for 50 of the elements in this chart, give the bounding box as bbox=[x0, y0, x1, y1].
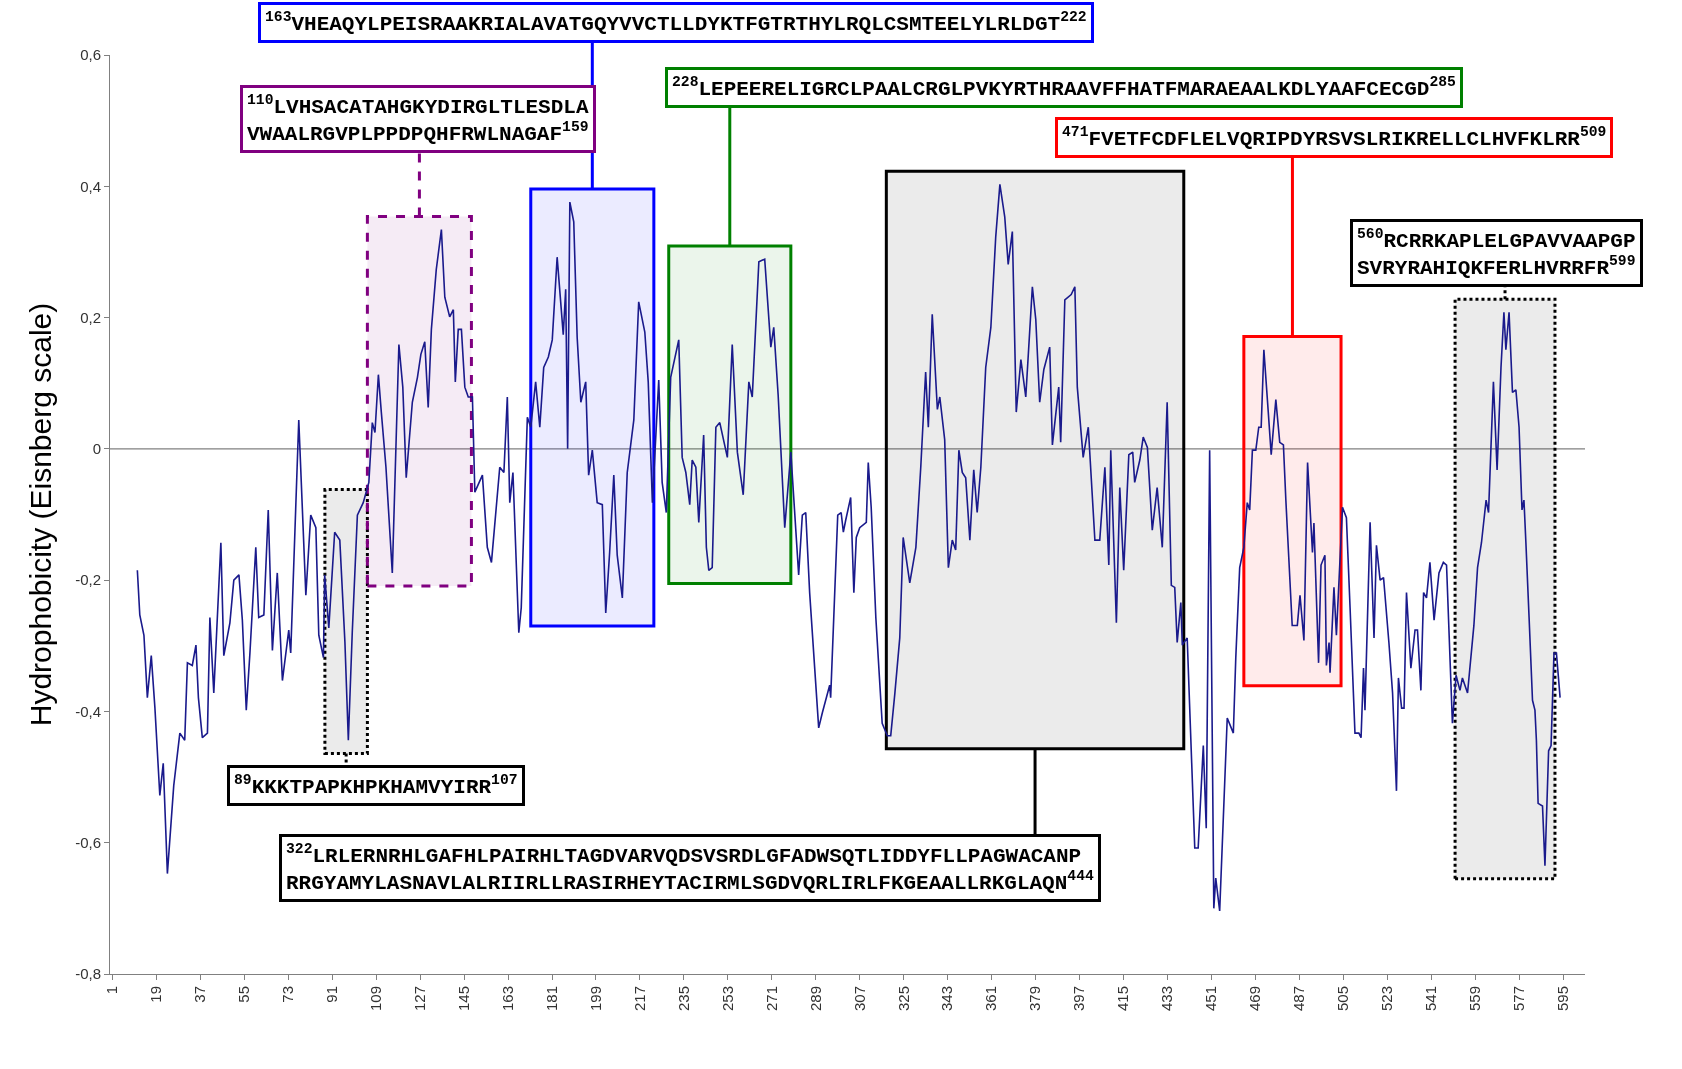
x-tick-label: 343 bbox=[938, 986, 956, 1012]
y-tick-label: -0,4 bbox=[75, 702, 101, 720]
x-tick-label: 271 bbox=[762, 986, 780, 1012]
x-tick-label: 19 bbox=[147, 986, 165, 1003]
y-tick-label: -0,8 bbox=[75, 965, 101, 983]
x-tick-label: 415 bbox=[1114, 986, 1132, 1012]
band-label: $^{110}$LVHSACATAHGKYDIRGLTLESDLA VWAALRGVPLPPDPQHFRWLNAGAF$^{159}$ bbox=[247, 92, 589, 147]
band-label: $^{163}$VHEAQYLPEISRAAKRIALAVATGQYVVCTLLDYKTFGTRTHYLRQLCSMTEELYLRLDGT$^{222}$ bbox=[265, 9, 1087, 36]
x-tick-label: 181 bbox=[542, 986, 560, 1012]
y-tick-label: 0,2 bbox=[80, 308, 101, 326]
x-tick-label: 487 bbox=[1290, 986, 1308, 1012]
x-tick-label: 109 bbox=[367, 986, 385, 1012]
x-tick-label: 145 bbox=[454, 986, 472, 1012]
x-tick-label: 505 bbox=[1334, 986, 1352, 1012]
y-tick-label: -0,6 bbox=[75, 833, 101, 851]
x-tick-label: 1 bbox=[103, 986, 121, 995]
x-tick-label: 307 bbox=[850, 986, 868, 1012]
y-tick-label: 0,6 bbox=[80, 46, 101, 64]
x-tick-label: 523 bbox=[1378, 986, 1396, 1012]
x-tick-label: 451 bbox=[1202, 986, 1220, 1012]
x-tick-label: 235 bbox=[674, 986, 692, 1012]
x-tick-label: 595 bbox=[1553, 986, 1571, 1012]
y-axis-title: Hydrophobicity (Eisnberg scale) bbox=[24, 302, 58, 727]
x-tick-label: 433 bbox=[1158, 986, 1176, 1012]
band-label: $^{560}$RCRRKAPLELGPAVVAAPGP SVRYRAHIQKFERLHVRRFR$^{599}$ bbox=[1357, 226, 1636, 281]
x-tick-label: 217 bbox=[630, 986, 648, 1012]
x-tick-label: 361 bbox=[982, 986, 1000, 1012]
x-tick-label: 559 bbox=[1465, 986, 1483, 1012]
x-tick-label: 127 bbox=[411, 986, 429, 1012]
band-label: $^{228}$LEPEERELIGRCLPAALCRGLPVKYRTHRAAVFFHATFMARAEAALKDLYAAFCECGD$^{285}$ bbox=[672, 74, 1456, 101]
y-tick-label: 0,4 bbox=[80, 177, 101, 195]
x-tick-label: 163 bbox=[498, 986, 516, 1012]
x-tick-label: 325 bbox=[894, 986, 912, 1012]
x-tick-label: 379 bbox=[1026, 986, 1044, 1012]
x-tick-label: 397 bbox=[1070, 986, 1088, 1012]
x-tick-label: 577 bbox=[1509, 986, 1527, 1012]
legend-label: $^{89}$KKKTPAPKHPKHAMVYIRR$^{107}$ bbox=[234, 772, 518, 799]
x-tick-label: 289 bbox=[806, 986, 824, 1012]
x-tick-label: 199 bbox=[586, 986, 604, 1012]
x-tick-label: 55 bbox=[235, 986, 253, 1003]
band-label: $^{471}$FVETFCDFLELVQRIPDYRSVSLRIKRELLCLHVFKLRR$^{509}$ bbox=[1062, 124, 1607, 151]
x-tick-label: 37 bbox=[191, 986, 209, 1003]
x-tick-label: 541 bbox=[1422, 986, 1440, 1012]
x-tick-label: 73 bbox=[279, 986, 297, 1003]
x-tick-label: 253 bbox=[718, 986, 736, 1012]
band-label: $^{322}$LRLERNRHLGAFHLPAIRHLTAGDVARVQDSVSRDLGFADWSQTLIDDYFLLPAGWACANP RRGYAMYLASNAVLALRIIRLLRASIRHEYTACIRMLSGDVQRLIRLFKGEAALLRKGLAQN$^{444}$ bbox=[286, 841, 1094, 896]
y-tick-label: 0 bbox=[92, 440, 101, 458]
y-tick-label: -0,2 bbox=[75, 571, 101, 589]
x-tick-label: 91 bbox=[323, 986, 341, 1003]
x-tick-label: 469 bbox=[1246, 986, 1264, 1012]
